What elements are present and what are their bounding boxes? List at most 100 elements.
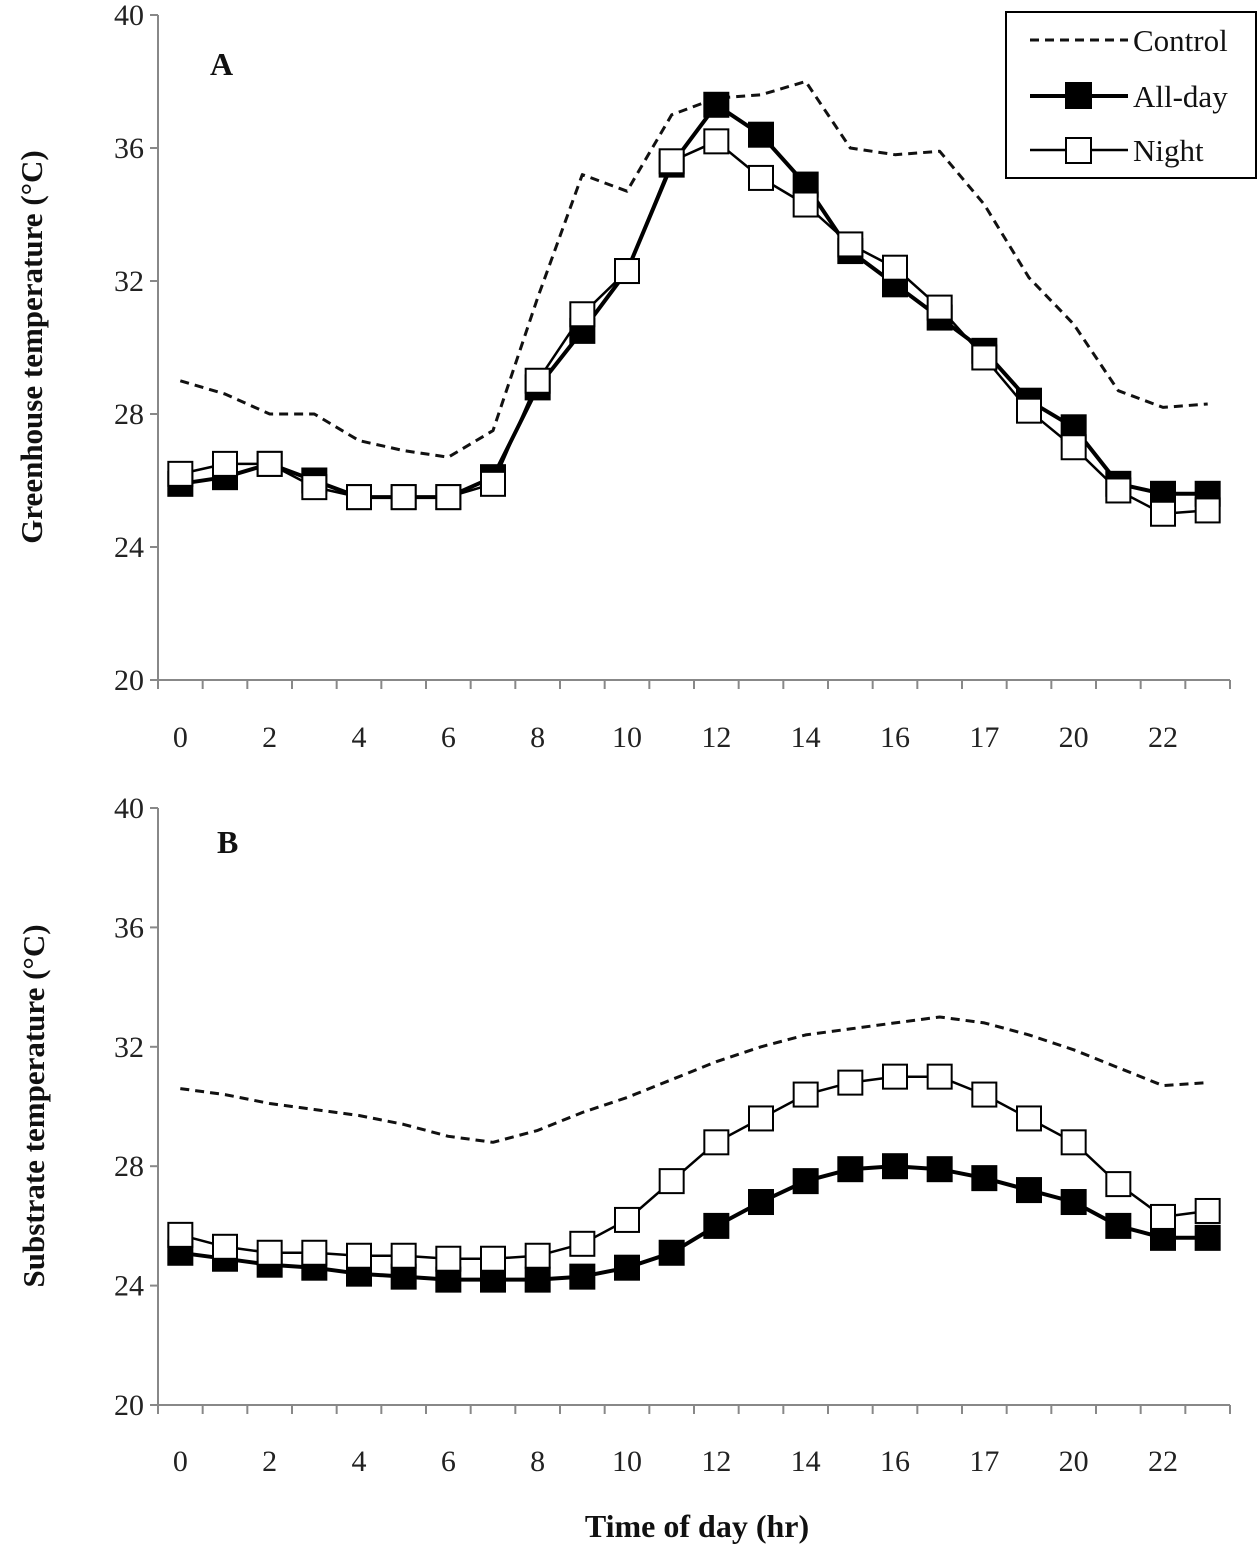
panel-a-x-tick-label: 8 [530,721,545,754]
panel-a-point-night [703,128,730,155]
panel-b-series-control-line [180,1015,1208,1144]
panel-b-point-all-day [837,1156,864,1183]
panel-b-y-tick-label: 40 [114,792,144,825]
panel-a-point-night [167,460,194,487]
panel-b-point-all-day [882,1153,908,1180]
panel-a-point-night [346,484,372,511]
panel-b-point-night [1150,1203,1176,1230]
panel-b-x-tick-label: 2 [262,1445,277,1478]
panel-b-x-tick-label: 6 [441,1445,456,1478]
panel-a-point-night [569,301,596,328]
panel-b-point-all-day [926,1156,953,1183]
panel-b-x-tick-label: 10 [612,1445,642,1478]
panel-b-x-tick-label: 14 [791,1445,821,1478]
panel-b-point-night [837,1069,864,1096]
panel-a-y-tick-label: 40 [114,0,144,32]
panel-a-point-night [1105,477,1132,504]
panel-b-point-night [524,1242,551,1269]
panel-a-y-tick-label: 32 [114,265,144,298]
panel-b-point-night [1060,1129,1087,1156]
panel-b-point-all-day [1105,1212,1132,1239]
panel-b-point-all-day [1016,1177,1042,1204]
panel-b-point-night [971,1081,998,1108]
panel-b-x-axis-title: Time of day (hr) [585,1508,809,1544]
panel-b-x-tick-label: 0 [173,1445,188,1478]
panel-b-point-night [1016,1105,1042,1132]
panel-b-point-all-day [569,1263,596,1290]
panel-b-point-night [792,1081,819,1108]
panel-b-point-night [614,1206,640,1233]
legend-marker-all-day [1065,82,1092,109]
panel-b-point-night [167,1221,194,1248]
panel-a-y-tick-label: 24 [114,531,144,564]
panel-a-point-all-day [703,91,730,118]
panel-b-y-axis-title: Substrate temperature (°C) [16,924,51,1287]
panel-a-point-night [882,254,908,281]
panel-a-x-tick-label: 4 [352,721,367,754]
panel-b-point-night [480,1245,506,1272]
legend: Control All-day Night [1005,11,1257,179]
panel-a-point-night [256,450,283,477]
panel-b-y-tick-label: 20 [114,1389,144,1422]
panel-b-point-all-day [614,1254,640,1281]
panel-b-point-all-day [703,1212,730,1239]
panel-a-point-night [1016,397,1042,424]
panel-b-point-night [882,1063,908,1090]
panel-a-point-night [792,191,819,218]
panel-b-x-tick-label: 8 [530,1445,545,1478]
panel-b-point-night [301,1239,328,1266]
panel-b-point-all-day [971,1165,998,1192]
panel-b-y-tick-label: 28 [114,1150,144,1183]
panel-a-point-night [524,367,551,394]
panel-a-y-tick-label: 36 [114,132,144,165]
legend-label-night: Night [1133,133,1204,168]
panel-a-point-all-day [748,121,774,148]
panel-b-point-night [748,1105,774,1132]
panel-a-point-night [926,294,953,321]
panel-b-point-all-day [524,1266,551,1293]
panel-a-series-night-line [180,140,1208,516]
panel-a-label: A [210,46,233,82]
panel-b-point-night [1105,1171,1132,1198]
panel-b-label: B [217,824,238,860]
panel-a-series-control-line [179,80,1208,459]
panel-a-y-axis-title: Greenhouse temperature (°C) [14,150,49,544]
panel-a-point-night [1060,434,1087,461]
legend-label-all-day: All-day [1133,79,1228,114]
panel-b-x-tick-label: 17 [969,1445,999,1478]
panel-a-y-tick-label: 28 [114,398,144,431]
panel-a-x-tick-label: 6 [441,721,456,754]
panel-b-point-night [435,1245,462,1272]
panel-a-point-night [212,450,238,477]
panel-a-point-night [390,484,417,511]
panel-b-point-all-day [658,1239,685,1266]
panel-b-y-tick-label: 32 [114,1031,144,1064]
panel-b-x-tick-label: 12 [701,1445,731,1478]
panel-b-x-tick-label: 16 [880,1445,910,1478]
panel-a-x-tick-label: 10 [612,721,642,754]
panel-b-point-all-day [748,1189,774,1216]
panel-b-series-all-day-line [180,1164,1208,1282]
legend-marker-night [1065,137,1092,164]
panel-b-point-night [658,1168,685,1195]
panel-b-y-tick-label: 24 [114,1270,144,1303]
panel-a-x-tick-label: 2 [262,721,277,754]
panel-b-point-night [212,1233,238,1260]
panel-b-x-tick-label: 20 [1059,1445,1089,1478]
panel-a-point-night [837,231,864,258]
panel-b-point-night [926,1063,953,1090]
panel-a-point-night [1150,500,1176,527]
panel-a-x-tick-label: 16 [880,721,910,754]
panel-b-point-night [569,1230,596,1257]
panel-b-y-tick-label: 36 [114,911,144,944]
panel-b-point-night [346,1242,372,1269]
panel-b-point-all-day [1060,1189,1087,1216]
panel-a-point-night [1194,497,1221,524]
panel-a-point-night [435,484,462,511]
panel-a-point-night [301,474,328,501]
panel-a-point-night [480,470,506,497]
panel-a-x-tick-label: 14 [791,721,821,754]
panel-a-point-night [748,164,774,191]
